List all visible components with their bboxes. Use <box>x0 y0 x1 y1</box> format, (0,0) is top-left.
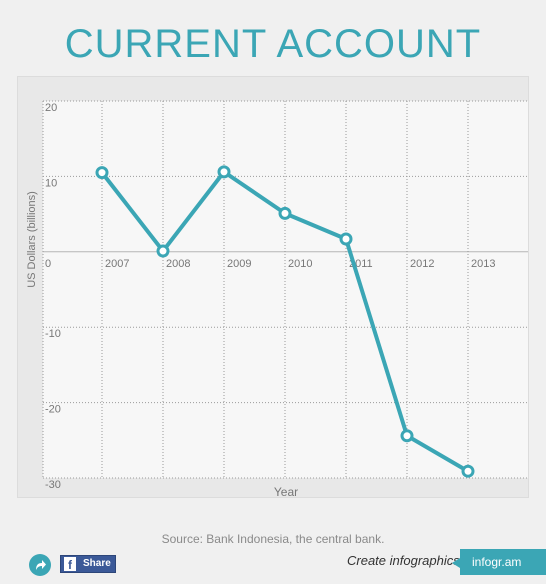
data-point <box>400 429 414 443</box>
x-tick-label: 2007 <box>105 258 129 270</box>
data-point <box>278 206 292 220</box>
share-label: Share <box>83 558 111 569</box>
origin-label: 0 <box>45 258 51 270</box>
share-button[interactable] <box>29 554 51 576</box>
x-tick-label: 2009 <box>227 258 251 270</box>
y-tick-label: -10 <box>45 328 61 340</box>
y-tick-label: -30 <box>45 479 61 491</box>
chart-title: CURRENT ACCOUNT <box>64 22 482 66</box>
y-tick-label: -20 <box>45 404 61 416</box>
x-tick-label: 2010 <box>288 258 312 270</box>
infogram-logo-link[interactable]: infogr.am <box>452 549 546 575</box>
x-tick-label: 2012 <box>410 258 434 270</box>
chart-panel: 20 10 -10 -20 -30 0 2007 2008 2009 2010 2011 2012 20… <box>17 76 529 499</box>
facebook-share-button[interactable]: f Share <box>60 555 116 573</box>
source-note: Source: Bank Indonesia, the central bank… <box>161 532 385 546</box>
create-infographics-link[interactable]: Create infographics <box>347 553 460 568</box>
data-point <box>95 166 109 180</box>
plot-area <box>43 101 528 478</box>
data-point <box>217 165 231 179</box>
line-chart: 2010-10-20-300 2007 2008 2009 2010 2011 2012 20… <box>26 100 528 499</box>
data-point <box>339 232 353 246</box>
data-point <box>461 464 475 478</box>
x-axis-title: Year <box>274 485 298 499</box>
y-tick-label: 20 <box>45 102 57 114</box>
y-tick-label: 10 <box>45 177 57 189</box>
brand-label: infogr.am <box>472 555 522 569</box>
data-point <box>156 244 170 258</box>
x-tick-label: 2013 <box>471 258 495 270</box>
facebook-icon: f <box>64 557 76 572</box>
y-axis-title: US Dollars (billions) <box>26 191 38 288</box>
x-tick-label: 2008 <box>166 258 190 270</box>
share-arrow-icon <box>36 560 46 570</box>
